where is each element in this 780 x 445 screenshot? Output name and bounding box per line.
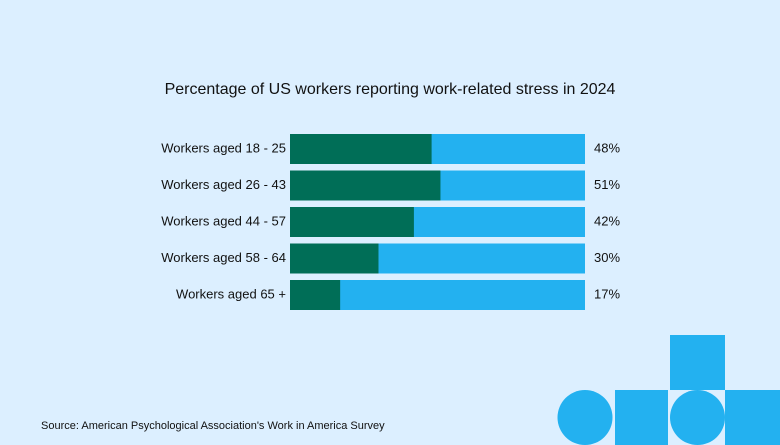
- y-tick-label: Workers aged 58 - 64: [161, 250, 286, 265]
- deco-circle: [557, 390, 613, 445]
- value-label: 17%: [594, 286, 620, 301]
- deco-circle: [670, 390, 725, 445]
- chart-title: Percentage of US workers reporting work-…: [165, 81, 616, 98]
- bar: [290, 207, 414, 237]
- deco-square: [615, 390, 668, 445]
- value-label: 30%: [594, 250, 620, 265]
- y-tick-label: Workers aged 18 - 25: [161, 140, 286, 155]
- bar: [290, 170, 441, 201]
- value-label: 51%: [594, 177, 620, 192]
- bar: [290, 134, 432, 164]
- source-note: Source: American Psychological Associati…: [41, 420, 385, 432]
- decoration: [557, 335, 780, 445]
- value-label: 42%: [594, 213, 620, 228]
- y-tick-label: Workers aged 65 +: [176, 286, 286, 301]
- bar: [290, 243, 379, 274]
- bar: [290, 280, 341, 310]
- y-tick-label: Workers aged 26 - 43: [161, 177, 286, 192]
- deco-square: [670, 335, 725, 390]
- y-tick-label: Workers aged 44 - 57: [161, 213, 286, 228]
- value-label: 48%: [594, 140, 620, 155]
- deco-square: [725, 390, 780, 445]
